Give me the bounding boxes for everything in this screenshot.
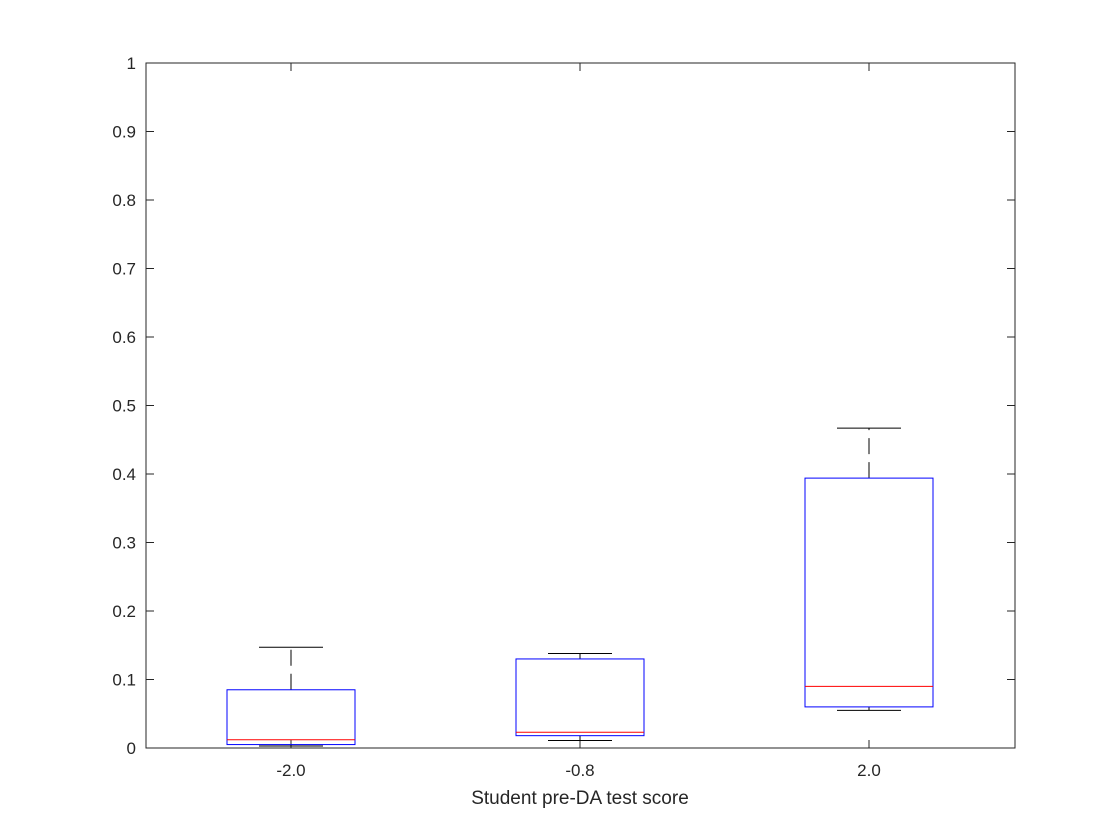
y-tick-label: 0.5 xyxy=(112,397,136,416)
y-tick-label: 0.9 xyxy=(112,123,136,142)
x-tick-label: -2.0 xyxy=(276,761,305,780)
box-2 xyxy=(804,427,934,711)
x-tick-label: 2.0 xyxy=(857,761,881,780)
y-tick-label: 0.7 xyxy=(112,260,136,279)
x-axis-ticks: -2.0 -0.8 2.0 xyxy=(276,63,881,780)
y-tick-label: 0.6 xyxy=(112,328,136,347)
interquartile-box xyxy=(226,689,356,746)
axes-frame xyxy=(145,62,1016,749)
box-1 xyxy=(515,652,645,741)
y-axis-ticks: 0 0.1 0.2 0.3 0.4 0.5 0.6 0.7 0.8 0.9 1 xyxy=(112,54,1015,758)
y-tick-label: 0.3 xyxy=(112,534,136,553)
plot-area xyxy=(146,63,1015,748)
interquartile-box xyxy=(515,658,645,737)
x-tick-label: -0.8 xyxy=(565,761,594,780)
box-series xyxy=(226,427,934,747)
y-tick-label: 0 xyxy=(127,739,136,758)
y-tick-label: 0.4 xyxy=(112,465,136,484)
x-axis-label: Student pre-DA test score xyxy=(471,788,689,809)
y-tick-label: 0.2 xyxy=(112,602,136,621)
box-0 xyxy=(226,646,356,747)
y-tick-label: 0.1 xyxy=(112,671,136,690)
y-tick-label: 1 xyxy=(127,54,136,73)
y-tick-label: 0.8 xyxy=(112,191,136,210)
interquartile-box xyxy=(804,477,934,708)
